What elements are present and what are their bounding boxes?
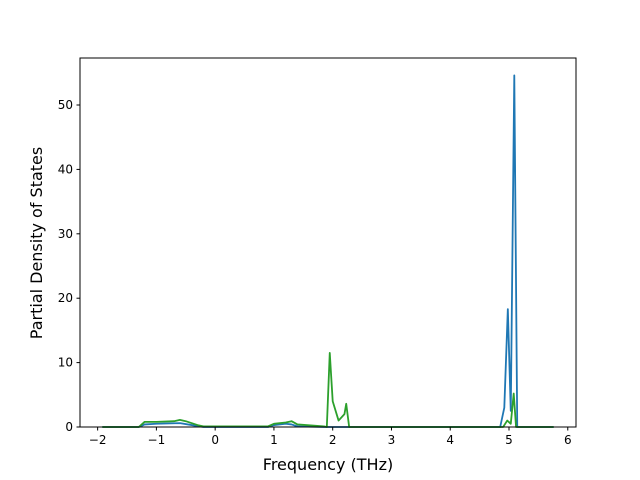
- y-tick-label: 0: [65, 420, 73, 434]
- x-tick-label: −1: [148, 433, 166, 447]
- y-tick-label: 20: [58, 291, 73, 305]
- y-tick-label: 40: [58, 162, 73, 176]
- x-tick-label: 5: [505, 433, 513, 447]
- x-tick-label: 3: [388, 433, 396, 447]
- x-tick-label: 1: [270, 433, 278, 447]
- x-tick-label: 4: [446, 433, 454, 447]
- x-tick-label: 0: [211, 433, 219, 447]
- x-tick-label: 6: [564, 433, 572, 447]
- y-tick-label: 50: [58, 98, 73, 112]
- plot-frame: [79, 57, 577, 428]
- y-tick-label: 10: [58, 356, 73, 370]
- data-line: [102, 352, 554, 428]
- x-tick-label: −2: [89, 433, 107, 447]
- x-axis-label: Frequency (THz): [263, 455, 393, 474]
- y-axis-label: Partial Density of States: [27, 147, 46, 339]
- x-tick-label: 2: [329, 433, 337, 447]
- data-line: [102, 74, 554, 428]
- y-tick-label: 30: [58, 227, 73, 241]
